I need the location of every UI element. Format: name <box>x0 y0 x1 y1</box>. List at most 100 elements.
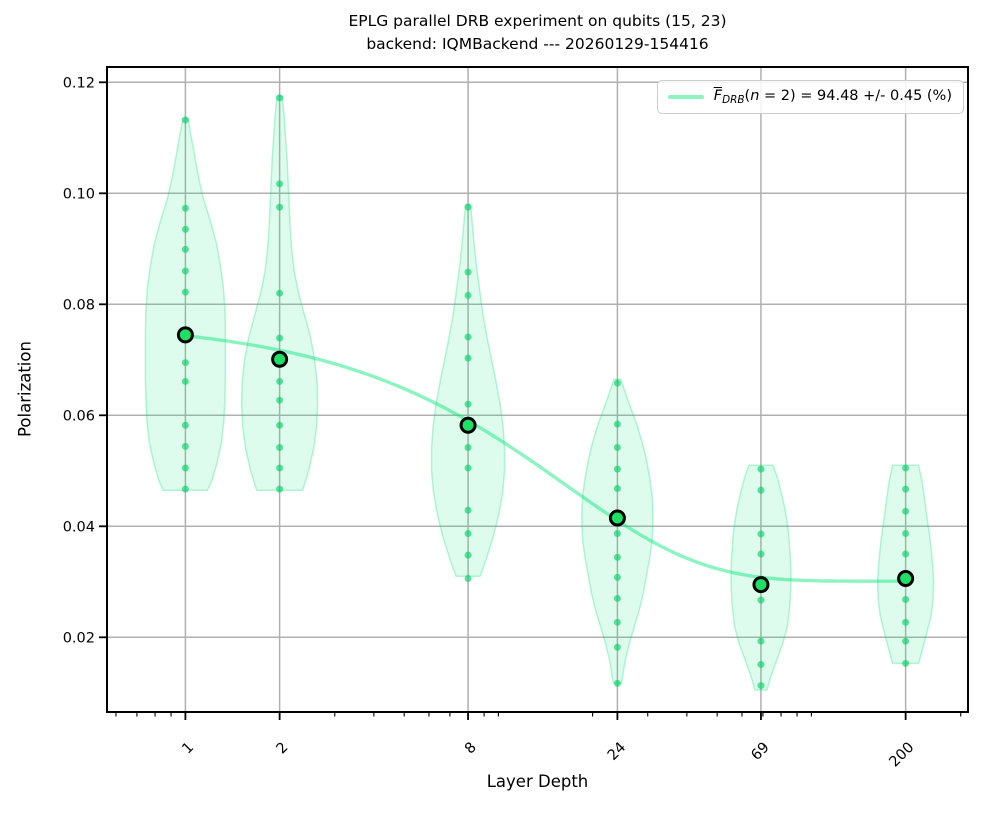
sample-point <box>464 443 472 451</box>
sample-point <box>464 400 472 408</box>
sample-point <box>181 485 189 493</box>
sample-point <box>464 530 472 538</box>
y-tick-label: 0.06 <box>63 409 95 425</box>
sample-point <box>276 485 284 493</box>
x-axis-label: Layer Depth <box>486 772 589 791</box>
chart-title-line2: backend: IQMBackend --- 20260129-154416 <box>366 35 709 53</box>
sample-point <box>757 660 765 668</box>
x-tick-label: 1 <box>179 740 197 758</box>
sample-point <box>464 268 472 276</box>
sample-point <box>276 396 284 404</box>
y-tick-label: 0.02 <box>63 631 95 647</box>
sample-point <box>757 530 765 538</box>
sample-point <box>276 377 284 385</box>
sample-point <box>902 485 910 493</box>
sample-point <box>181 225 189 233</box>
axes-box <box>106 66 969 713</box>
sample-point <box>464 464 472 472</box>
sample-point <box>613 485 621 493</box>
sample-point <box>757 637 765 645</box>
sample-point <box>276 203 284 211</box>
mean-point-depth-69 <box>752 576 770 594</box>
mean-point-depth-24 <box>608 509 626 527</box>
sample-point <box>276 421 284 429</box>
violin-depth-8 <box>430 203 506 577</box>
x-tick-label: 2 <box>274 740 292 758</box>
y-axis-label: Polarization <box>15 341 35 437</box>
sample-point <box>902 464 910 472</box>
legend-label-part: DRB <box>722 93 745 106</box>
legend-label: FDRB(n = 2) = 94.48 +/- 0.45 (%) <box>714 88 952 106</box>
sample-point <box>464 203 472 211</box>
x-tick-label: 24 <box>605 740 629 764</box>
sample-point <box>613 679 621 687</box>
sample-point <box>181 267 189 275</box>
legend-label-part: = 2) = 94.48 +/- 0.45 (%) <box>759 88 952 104</box>
chart-title-line1: EPLG parallel DRB experiment on qubits (… <box>348 12 727 30</box>
sample-point <box>902 507 910 515</box>
mean-point-depth-1 <box>176 326 194 344</box>
sample-point <box>276 289 284 297</box>
legend-label-part: F <box>713 88 723 104</box>
sample-point <box>276 464 284 472</box>
sample-point <box>902 637 910 645</box>
y-tick-label: 0.04 <box>63 520 95 536</box>
sample-point <box>613 443 621 451</box>
legend-label-part: ( <box>744 88 751 104</box>
sample-point <box>757 550 765 558</box>
sample-point <box>613 553 621 561</box>
sample-point <box>613 643 621 651</box>
legend-label-part: n <box>750 88 760 104</box>
mean-point-depth-8 <box>459 416 477 434</box>
chart-title: EPLG parallel DRB experiment on qubits (… <box>107 10 968 56</box>
sample-point <box>181 421 189 429</box>
sample-point <box>464 354 472 362</box>
sample-point <box>902 596 910 604</box>
sample-point <box>902 659 910 667</box>
sample-point <box>757 596 765 604</box>
sample-point <box>613 573 621 581</box>
x-tick-label: 69 <box>748 740 772 764</box>
mean-point-depth-2 <box>271 350 289 368</box>
fit-line-legend-swatch <box>667 95 704 99</box>
violin-depth-1 <box>144 117 227 491</box>
sample-point <box>757 682 765 690</box>
sample-point <box>613 530 621 538</box>
sample-point <box>181 377 189 385</box>
sample-point <box>464 551 472 559</box>
sample-point <box>757 486 765 494</box>
sample-point <box>464 333 472 341</box>
sample-point <box>276 443 284 451</box>
sample-point <box>613 465 621 473</box>
sample-point <box>613 420 621 428</box>
y-tick-label: 0.10 <box>63 187 95 203</box>
sample-point <box>276 94 284 102</box>
sample-point <box>181 288 189 296</box>
y-tick-label: 0.08 <box>63 298 95 314</box>
sample-point <box>613 379 621 387</box>
mean-point-depth-200 <box>897 569 915 587</box>
sample-point <box>757 465 765 473</box>
sample-point <box>181 442 189 450</box>
sample-point <box>276 334 284 342</box>
sample-point <box>181 464 189 472</box>
sample-point <box>613 594 621 602</box>
sample-point <box>902 550 910 558</box>
violin-depth-200 <box>876 464 935 665</box>
y-tick-label: 0.12 <box>63 76 95 92</box>
sample-point <box>181 359 189 367</box>
sample-point <box>902 530 910 538</box>
x-tick-label: 8 <box>462 740 480 758</box>
legend: FDRB(n = 2) = 94.48 +/- 0.45 (%) <box>656 80 964 114</box>
sample-point <box>464 574 472 582</box>
x-tick-label: 200 <box>887 740 918 771</box>
fit-curve <box>183 334 908 583</box>
sample-point <box>181 204 189 212</box>
sample-point <box>276 180 284 188</box>
sample-point <box>613 618 621 626</box>
sample-point <box>902 618 910 626</box>
sample-point <box>464 291 472 299</box>
sample-point <box>181 245 189 253</box>
